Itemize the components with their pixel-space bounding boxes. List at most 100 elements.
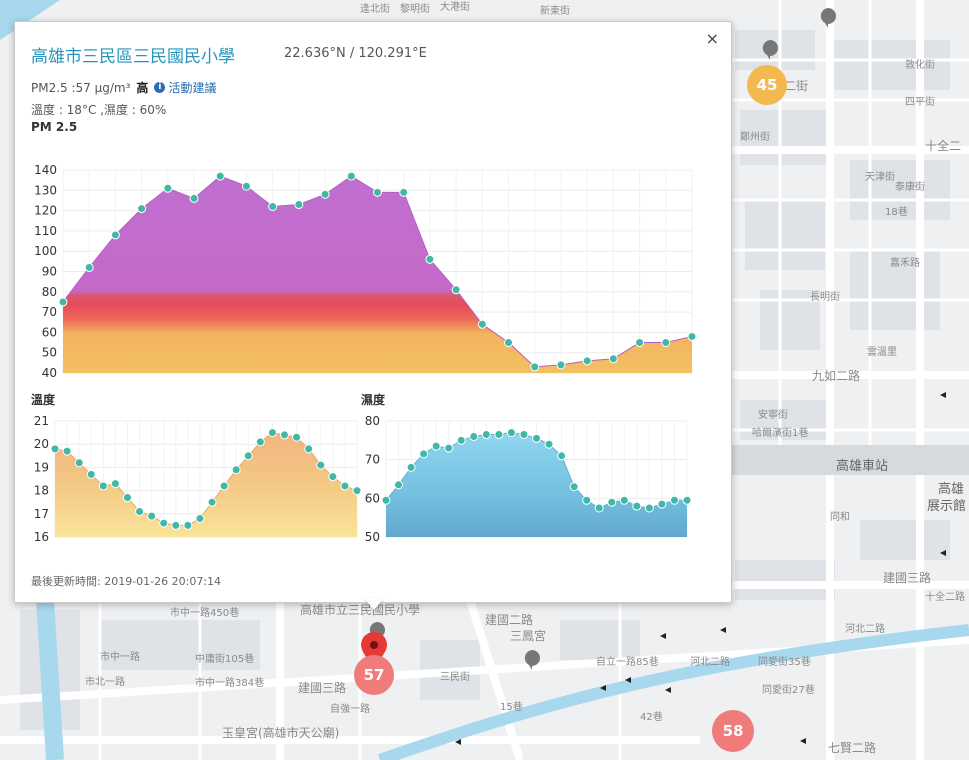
data-point[interactable] — [530, 362, 540, 372]
data-point[interactable] — [556, 360, 566, 370]
data-point[interactable] — [456, 435, 466, 445]
data-point[interactable] — [147, 511, 157, 521]
y-tick-label: 40 — [42, 366, 57, 380]
data-point[interactable] — [494, 430, 504, 440]
data-point[interactable] — [243, 451, 253, 461]
data-point[interactable] — [268, 202, 278, 212]
data-point[interactable] — [294, 200, 304, 210]
data-point[interactable] — [159, 518, 169, 528]
data-point[interactable] — [207, 497, 217, 507]
data-point[interactable] — [280, 430, 290, 440]
data-point[interactable] — [381, 495, 391, 505]
data-point[interactable] — [171, 520, 181, 530]
data-point[interactable] — [582, 495, 592, 505]
temp-humidity-summary: 溫度 : 18°C ,濕度 : 60% — [31, 103, 167, 117]
data-point[interactable] — [519, 430, 529, 440]
data-point[interactable] — [86, 469, 96, 479]
data-point[interactable] — [481, 430, 491, 440]
data-point[interactable] — [469, 431, 479, 441]
data-point[interactable] — [255, 437, 265, 447]
data-point[interactable] — [506, 428, 516, 438]
data-point[interactable] — [316, 460, 326, 470]
data-point[interactable] — [477, 319, 487, 329]
data-point[interactable] — [58, 297, 68, 307]
data-point[interactable] — [504, 338, 514, 348]
canal-west — [36, 599, 64, 760]
data-point[interactable] — [163, 183, 173, 193]
data-point[interactable] — [451, 285, 461, 295]
data-point[interactable] — [406, 462, 416, 472]
data-point[interactable] — [608, 354, 618, 364]
data-point[interactable] — [340, 481, 350, 491]
data-point[interactable] — [122, 493, 132, 503]
data-point[interactable] — [594, 503, 604, 513]
data-point[interactable] — [137, 204, 147, 214]
data-point[interactable] — [183, 520, 193, 530]
svg-text:鄭州街: 鄭州街 — [740, 130, 770, 143]
data-point[interactable] — [632, 501, 642, 511]
y-tick-label: 50 — [42, 346, 57, 360]
svg-text:四平街: 四平街 — [905, 95, 935, 108]
data-point[interactable] — [110, 230, 120, 240]
data-point[interactable] — [431, 441, 441, 451]
data-point[interactable] — [544, 439, 554, 449]
svg-text:長明街: 長明街 — [810, 290, 840, 303]
data-point[interactable] — [110, 479, 120, 489]
data-point[interactable] — [135, 506, 145, 516]
data-point[interactable] — [532, 433, 541, 443]
activity-advice-link[interactable]: i 活動建議 — [154, 79, 216, 96]
data-point[interactable] — [328, 472, 338, 482]
data-point[interactable] — [682, 495, 692, 505]
data-point[interactable] — [657, 499, 667, 509]
data-point[interactable] — [195, 513, 205, 523]
data-point[interactable] — [98, 481, 108, 491]
y-tick-label: 21 — [34, 414, 49, 428]
svg-text:黎明街: 黎明街 — [400, 2, 430, 15]
data-point[interactable] — [84, 262, 94, 272]
data-point[interactable] — [661, 338, 671, 348]
svg-text:河北二路: 河北二路 — [845, 622, 885, 635]
data-point[interactable] — [444, 443, 454, 453]
data-point[interactable] — [687, 331, 697, 341]
y-tick-label: 60 — [365, 491, 380, 505]
y-tick-label: 140 — [34, 163, 57, 177]
data-point[interactable] — [394, 480, 404, 490]
data-point[interactable] — [419, 449, 429, 459]
data-point[interactable] — [619, 495, 629, 505]
data-point[interactable] — [292, 432, 302, 442]
data-point[interactable] — [346, 171, 356, 181]
data-point[interactable] — [320, 189, 330, 199]
data-point[interactable] — [219, 481, 229, 491]
area-fill — [55, 432, 357, 537]
data-point[interactable] — [231, 465, 241, 475]
data-point[interactable] — [74, 458, 84, 468]
svg-text:同和: 同和 — [830, 511, 850, 523]
data-point[interactable] — [557, 451, 567, 461]
data-point[interactable] — [62, 446, 72, 456]
data-point[interactable] — [644, 503, 654, 513]
svg-text:同愛街35巷: 同愛街35巷 — [758, 655, 811, 668]
data-point[interactable] — [215, 171, 225, 181]
svg-text:市中一路384巷: 市中一路384巷 — [195, 676, 264, 689]
y-tick-label: 60 — [42, 325, 57, 339]
svg-text:新東街: 新東街 — [540, 4, 570, 17]
y-tick-label: 100 — [34, 244, 57, 258]
data-point[interactable] — [241, 181, 251, 191]
data-point[interactable] — [669, 495, 679, 505]
aqi-marker-57[interactable]: 57 — [354, 655, 394, 695]
data-point[interactable] — [352, 486, 362, 496]
close-button[interactable]: × — [705, 29, 719, 48]
data-point[interactable] — [607, 497, 617, 507]
data-point[interactable] — [373, 187, 382, 197]
data-point[interactable] — [399, 187, 409, 197]
aqi-marker-45[interactable]: 45 — [747, 65, 787, 105]
aqi-marker-58[interactable]: 58 — [712, 710, 754, 752]
data-point[interactable] — [582, 356, 592, 366]
data-point[interactable] — [635, 338, 645, 348]
data-point[interactable] — [569, 482, 579, 492]
data-point[interactable] — [425, 254, 435, 264]
data-point[interactable] — [50, 444, 60, 454]
data-point[interactable] — [304, 444, 314, 454]
data-point[interactable] — [267, 428, 277, 438]
data-point[interactable] — [189, 193, 199, 203]
